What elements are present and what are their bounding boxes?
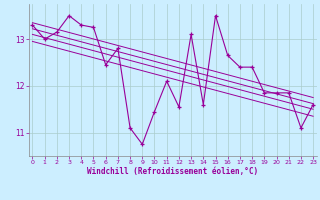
X-axis label: Windchill (Refroidissement éolien,°C): Windchill (Refroidissement éolien,°C) <box>87 167 258 176</box>
